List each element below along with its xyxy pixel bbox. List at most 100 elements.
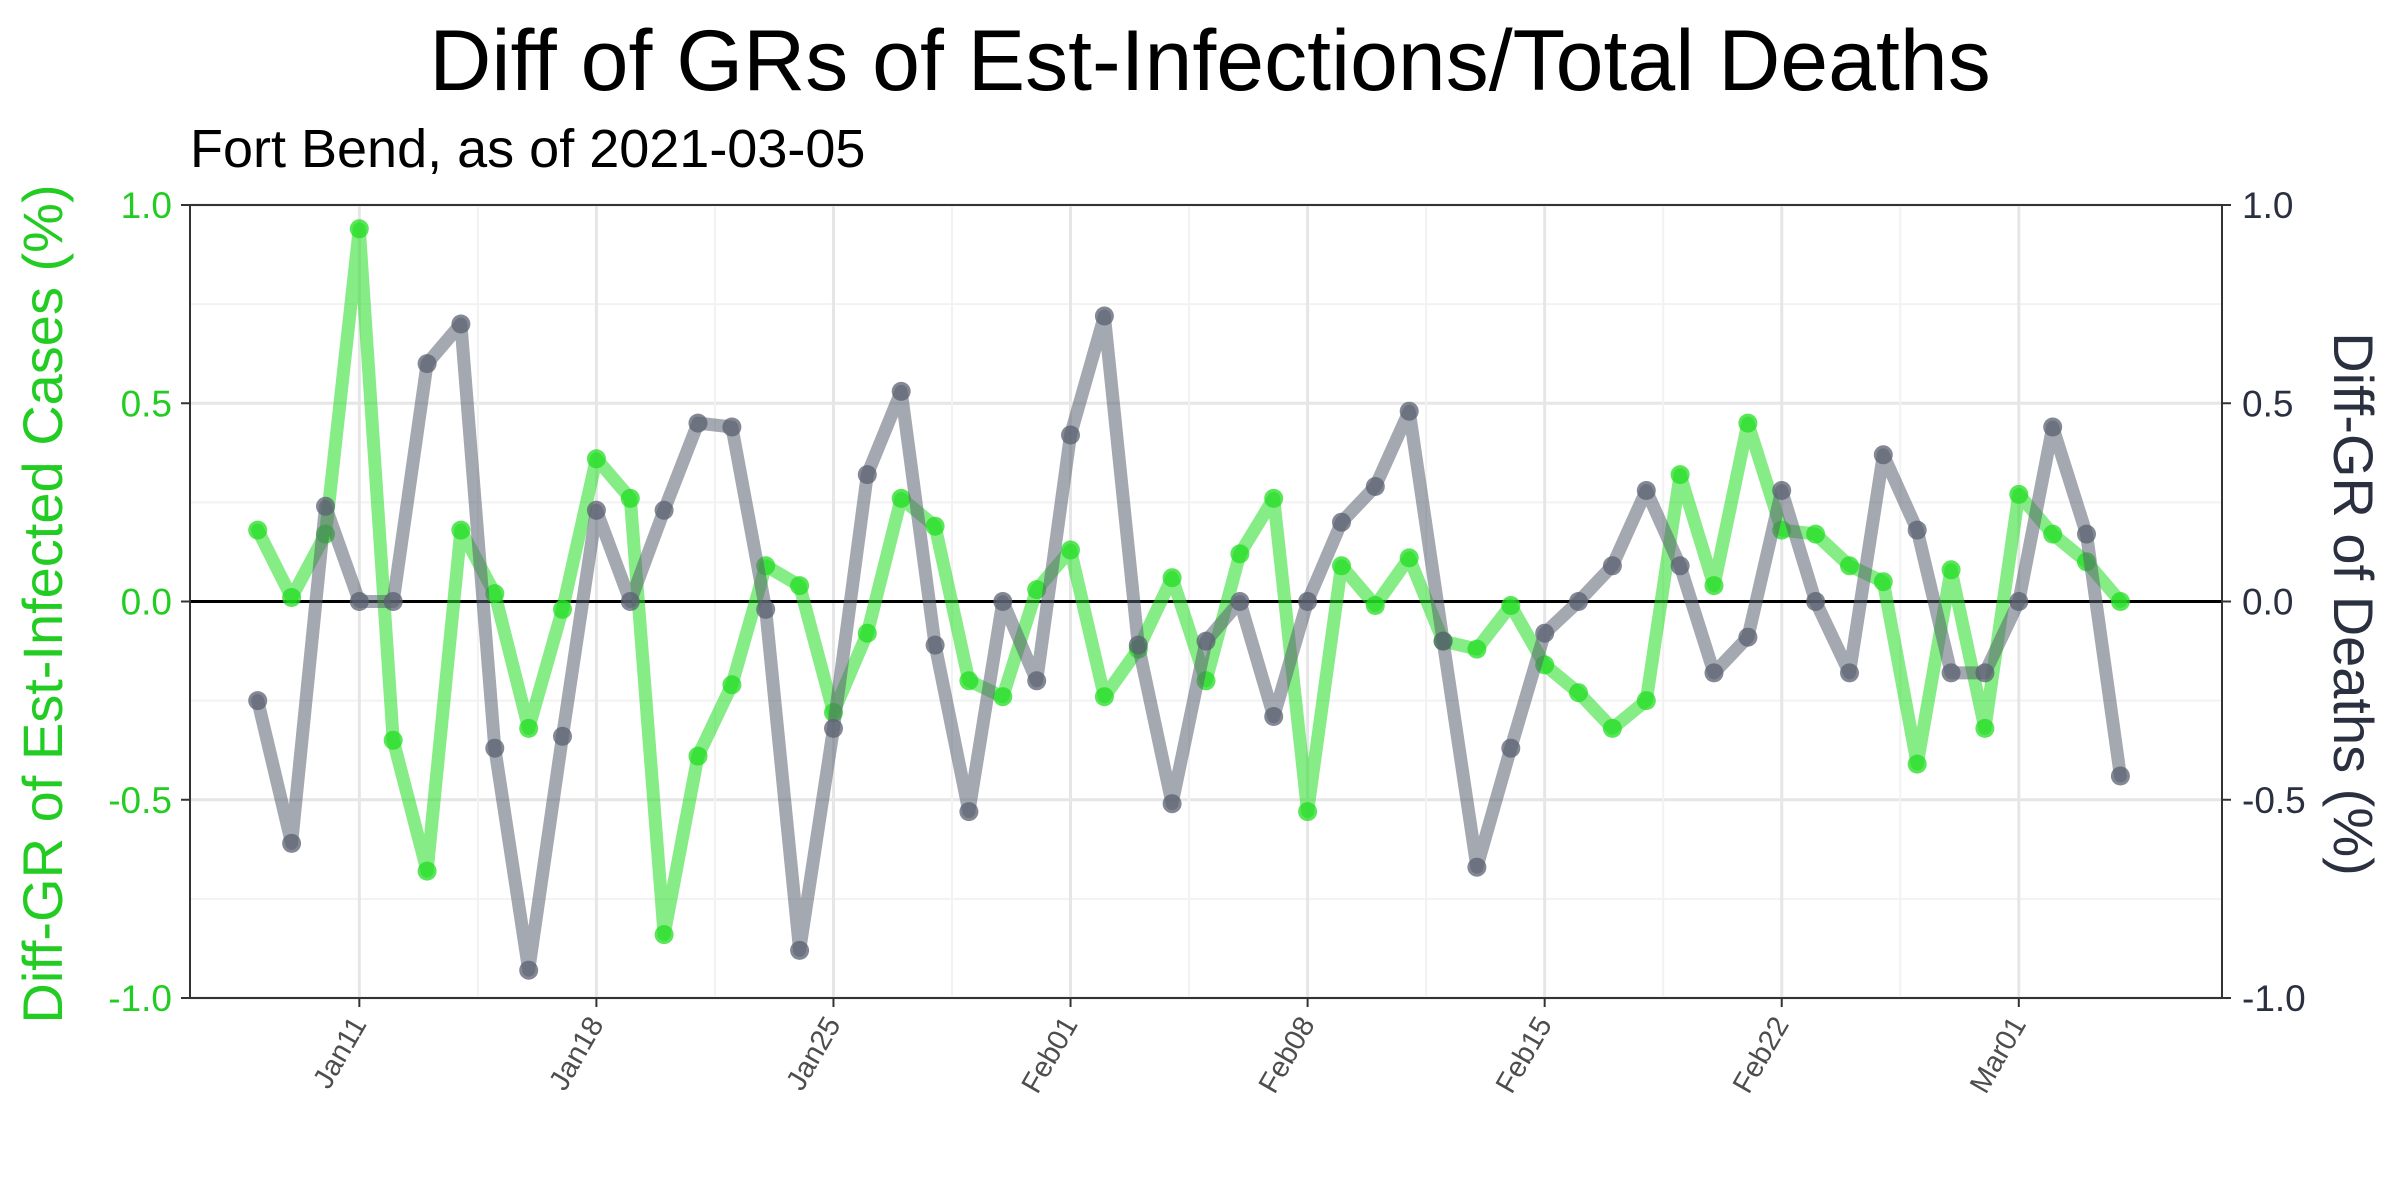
data-point-cases bbox=[417, 861, 437, 881]
data-point-deaths bbox=[519, 960, 539, 980]
data-point-deaths bbox=[1332, 512, 1351, 532]
data-point-deaths bbox=[891, 381, 911, 401]
data-point-deaths bbox=[1907, 520, 1927, 540]
data-point-cases bbox=[654, 925, 674, 945]
data-point-cases bbox=[1264, 488, 1284, 508]
data-point-deaths bbox=[485, 738, 505, 758]
data-point-deaths bbox=[248, 691, 268, 711]
data-point-deaths bbox=[417, 354, 437, 374]
data-point-deaths bbox=[1162, 794, 1182, 814]
data-point-cases bbox=[1840, 556, 1859, 576]
y-left-tick-label: 1.0 bbox=[121, 185, 172, 226]
data-point-cases bbox=[282, 588, 302, 607]
data-point-cases bbox=[519, 718, 539, 738]
data-point-cases bbox=[586, 449, 606, 469]
data-point-cases bbox=[1162, 568, 1182, 588]
data-point-deaths bbox=[349, 592, 369, 611]
data-point-cases bbox=[1332, 556, 1351, 576]
data-point-cases bbox=[451, 520, 471, 540]
data-point-cases bbox=[2110, 592, 2130, 611]
y-left-tick-label: 0.5 bbox=[121, 383, 172, 424]
data-point-cases bbox=[959, 671, 979, 691]
y-axis-left-ticks: 1.0 0.5 0.0 -0.5 -1.0 bbox=[108, 185, 190, 1019]
data-point-cases bbox=[1602, 718, 1622, 738]
data-point-cases bbox=[1636, 691, 1656, 711]
data-point-deaths bbox=[1806, 592, 1826, 611]
y-left-tick-label: -1.0 bbox=[108, 978, 172, 1019]
data-point-deaths bbox=[383, 592, 403, 611]
data-point-deaths bbox=[925, 635, 945, 655]
data-point-cases bbox=[688, 746, 708, 766]
data-point-deaths bbox=[1772, 481, 1792, 500]
data-point-deaths bbox=[1433, 631, 1453, 651]
data-point-cases bbox=[1399, 548, 1419, 568]
x-tick-label: Feb22 bbox=[1727, 1012, 1796, 1099]
data-point-cases bbox=[1941, 560, 1961, 580]
data-point-cases bbox=[1907, 754, 1927, 774]
data-point-deaths bbox=[1365, 477, 1385, 496]
data-point-deaths bbox=[1467, 857, 1487, 877]
y-axis-right-title: Diff-GR of Deaths (%) bbox=[2322, 332, 2385, 876]
data-point-deaths bbox=[1704, 663, 1724, 683]
data-point-deaths bbox=[654, 500, 674, 520]
x-tick-label: Feb01 bbox=[1016, 1012, 1085, 1099]
data-point-cases bbox=[248, 520, 268, 540]
x-tick-label: Jan25 bbox=[780, 1012, 847, 1096]
data-point-deaths bbox=[756, 599, 776, 619]
data-point-deaths bbox=[1602, 556, 1622, 576]
data-point-cases bbox=[1061, 540, 1080, 560]
data-point-cases bbox=[1365, 596, 1385, 615]
y-right-tick-label: 0.5 bbox=[2242, 383, 2293, 424]
data-point-cases bbox=[857, 623, 877, 643]
data-point-deaths bbox=[553, 726, 572, 746]
y-axis-left-title: Diff-GR of Est-Infected Cases (%) bbox=[11, 184, 74, 1023]
data-point-deaths bbox=[1196, 631, 1216, 651]
data-point-deaths bbox=[1941, 663, 1961, 683]
data-point-cases bbox=[891, 488, 911, 508]
data-point-cases bbox=[1569, 683, 1588, 703]
data-point-deaths bbox=[1975, 663, 1995, 683]
data-point-deaths bbox=[1738, 627, 1758, 647]
data-point-cases bbox=[1501, 596, 1521, 615]
chart-subtitle: Fort Bend, as of 2021-03-05 bbox=[190, 119, 865, 179]
data-point-deaths bbox=[2043, 417, 2063, 437]
data-point-deaths bbox=[1264, 707, 1284, 726]
data-point-deaths bbox=[1873, 445, 1893, 465]
data-point-cases bbox=[383, 730, 403, 750]
data-point-cases bbox=[722, 675, 742, 695]
data-point-deaths bbox=[1670, 556, 1690, 576]
data-point-deaths bbox=[993, 592, 1013, 611]
data-point-cases bbox=[1230, 544, 1250, 564]
data-point-deaths bbox=[451, 314, 471, 334]
x-axis-ticks: Jan11 Jan18 Jan25 Feb01 Feb08 Feb15 Feb22 Mar01 bbox=[307, 998, 2033, 1099]
x-tick-label: Jan18 bbox=[543, 1012, 610, 1096]
data-point-cases bbox=[1027, 580, 1047, 600]
series-line-deaths bbox=[251, 309, 2127, 977]
data-point-cases bbox=[925, 516, 945, 536]
y-right-tick-label: 1.0 bbox=[2242, 185, 2293, 226]
data-point-cases bbox=[993, 687, 1013, 707]
data-point-cases bbox=[620, 488, 640, 508]
data-point-cases bbox=[1670, 465, 1690, 485]
data-point-deaths bbox=[2077, 524, 2096, 544]
data-point-cases bbox=[2009, 484, 2029, 504]
data-point-cases bbox=[1094, 687, 1114, 707]
chart-title: Diff of GRs of Est-Infections/Total Deat… bbox=[429, 13, 1990, 109]
data-point-deaths bbox=[1128, 635, 1148, 655]
y-right-tick-label: -0.5 bbox=[2242, 780, 2306, 821]
data-point-deaths bbox=[1569, 592, 1588, 611]
data-point-cases bbox=[790, 576, 810, 596]
data-point-cases bbox=[349, 219, 369, 239]
x-tick-label: Jan11 bbox=[307, 1012, 373, 1095]
y-right-tick-label: -1.0 bbox=[2242, 978, 2306, 1019]
data-point-cases bbox=[485, 584, 505, 604]
data-point-deaths bbox=[857, 465, 877, 485]
y-axis-right-ticks: 1.0 0.5 0.0 -0.5 -1.0 bbox=[2222, 185, 2306, 1019]
data-point-deaths bbox=[1501, 738, 1521, 758]
data-point-deaths bbox=[586, 500, 606, 520]
data-point-cases bbox=[1298, 802, 1318, 822]
data-point-deaths bbox=[1535, 623, 1555, 643]
data-point-cases bbox=[1738, 413, 1758, 433]
data-point-deaths bbox=[824, 718, 843, 738]
